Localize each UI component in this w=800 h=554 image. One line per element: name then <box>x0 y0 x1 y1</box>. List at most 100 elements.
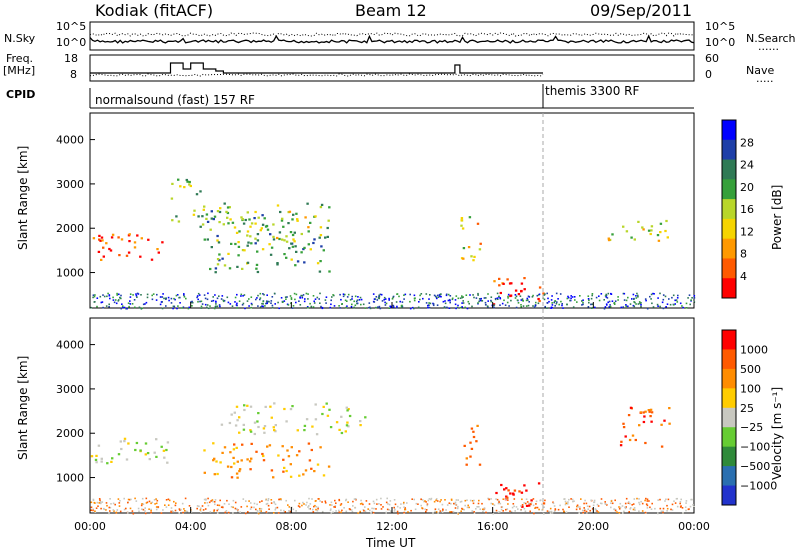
data-cell <box>144 442 148 445</box>
ground-scatter-cell <box>98 502 101 504</box>
freq-label: Freq. <box>6 52 34 65</box>
data-cell <box>639 411 643 414</box>
ground-scatter-cell <box>552 501 554 504</box>
ground-scatter-cell <box>559 293 562 295</box>
data-cell <box>210 217 213 220</box>
x-tick-label: 16:00 <box>477 520 509 533</box>
ground-scatter-cell <box>270 300 273 302</box>
ground-scatter-cell <box>673 304 675 306</box>
data-cell <box>236 460 239 463</box>
ground-scatter-cell <box>499 304 501 306</box>
ground-scatter-cell <box>256 509 259 512</box>
ground-scatter-cell <box>632 508 635 511</box>
ground-scatter-cell <box>274 508 277 511</box>
ground-scatter-cell <box>375 296 378 298</box>
ground-scatter-cell <box>184 497 187 500</box>
data-cell <box>227 252 230 255</box>
ground-scatter-cell <box>420 498 422 501</box>
ground-scatter-cell <box>523 502 525 504</box>
ground-scatter-cell <box>120 294 122 297</box>
ground-scatter-cell <box>330 303 332 306</box>
ground-scatter-cell <box>261 305 263 307</box>
ground-scatter-cell <box>638 510 640 512</box>
ground-scatter-cell <box>473 499 475 502</box>
ground-scatter-cell <box>232 512 234 515</box>
data-cell <box>254 222 257 225</box>
ground-scatter-cell <box>544 305 546 308</box>
velocity-panel-frame <box>89 317 695 514</box>
nave-rtick-high: 60 <box>705 52 719 65</box>
ground-scatter-cell <box>344 299 347 302</box>
station-title: Kodiak (fitACF) <box>95 1 214 20</box>
ground-scatter-cell <box>634 509 636 511</box>
ground-scatter-cell <box>466 506 469 509</box>
colorbar-tick-label: 100 <box>740 382 761 395</box>
data-cell <box>155 438 158 441</box>
x-tick-label: 04:00 <box>175 520 207 533</box>
ground-scatter-cell <box>397 512 399 515</box>
ground-scatter-cell <box>353 498 356 500</box>
freq-panel-frame <box>89 54 695 82</box>
ground-scatter-cell <box>449 295 452 297</box>
ground-scatter-cell <box>212 296 214 298</box>
ground-scatter-cell <box>498 295 500 298</box>
ground-scatter-cell <box>264 305 266 307</box>
ground-scatter-cell <box>234 507 237 510</box>
ground-scatter-cell <box>492 512 495 515</box>
ground-scatter-cell <box>294 499 296 502</box>
ground-scatter-cell <box>200 307 203 309</box>
ground-scatter-cell <box>676 297 679 299</box>
ground-scatter-cell <box>604 501 606 503</box>
ground-scatter-cell <box>581 300 583 302</box>
data-cell <box>316 463 320 466</box>
ground-scatter-cell <box>605 293 607 296</box>
colorbar-swatch <box>722 120 736 141</box>
ground-scatter-cell <box>553 505 556 507</box>
ground-scatter-cell <box>354 295 357 298</box>
ground-scatter-cell <box>475 508 477 510</box>
ground-scatter-cell <box>219 305 221 308</box>
ground-scatter-cell <box>121 303 123 305</box>
ground-scatter-cell <box>409 293 411 296</box>
ground-scatter-cell <box>198 294 201 296</box>
ground-scatter-cell <box>507 295 509 298</box>
x-tick-label: 00:00 <box>678 520 710 533</box>
data-cell <box>283 466 286 469</box>
ground-scatter-cell <box>582 299 584 301</box>
ground-scatter-cell <box>477 294 479 296</box>
ground-scatter-cell <box>570 498 572 500</box>
ground-scatter-cell <box>273 292 276 295</box>
ground-scatter-cell <box>434 510 436 513</box>
ground-scatter-cell <box>510 510 513 513</box>
ground-scatter-cell <box>425 510 427 513</box>
ground-scatter-cell <box>393 499 396 501</box>
ground-scatter-cell <box>487 497 489 500</box>
data-cell <box>209 228 212 231</box>
ground-scatter-cell <box>153 499 156 501</box>
data-cell <box>303 246 306 249</box>
data-cell <box>230 242 233 245</box>
ground-scatter-cell <box>644 499 646 502</box>
ground-scatter-cell <box>148 508 150 510</box>
data-cell <box>307 442 311 445</box>
ground-scatter-cell <box>442 509 444 511</box>
ground-scatter-cell <box>161 307 164 310</box>
data-cell <box>212 442 215 445</box>
ground-scatter-cell <box>506 301 509 304</box>
ground-scatter-cell <box>432 303 435 305</box>
ground-scatter-cell <box>680 498 682 501</box>
ground-scatter-cell <box>681 305 683 307</box>
ground-scatter-cell <box>348 508 351 510</box>
ground-scatter-cell <box>645 497 647 500</box>
ground-scatter-cell <box>199 300 201 303</box>
data-cell <box>268 243 271 246</box>
data-cell <box>262 459 266 462</box>
ground-scatter-cell <box>460 510 462 512</box>
ground-scatter-cell <box>298 506 301 508</box>
ground-scatter-cell <box>440 499 442 501</box>
ground-scatter-cell <box>493 306 495 309</box>
ground-scatter-cell <box>265 499 267 501</box>
ground-scatter-cell <box>495 509 498 512</box>
data-cell <box>285 420 288 423</box>
data-cell <box>268 444 272 447</box>
